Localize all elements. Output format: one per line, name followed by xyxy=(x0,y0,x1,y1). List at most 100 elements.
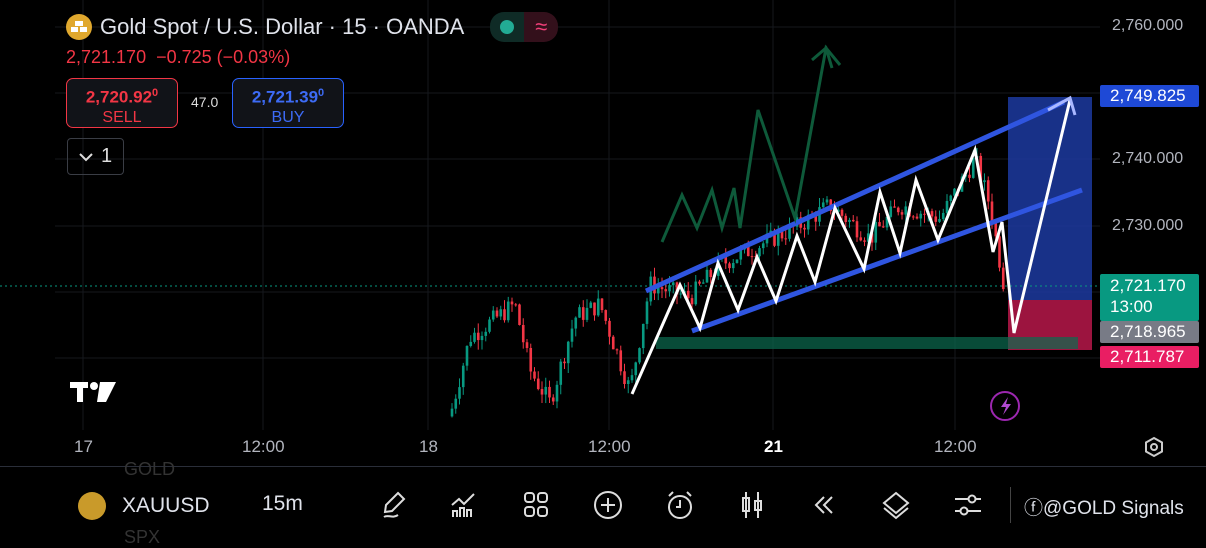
sell-button[interactable]: 2,720.920 SELL xyxy=(66,78,178,128)
symbol-title: Gold Spot / U.S. Dollar · 15 · OANDA xyxy=(100,14,465,39)
candle-body xyxy=(889,206,893,217)
candle-body xyxy=(900,212,904,215)
candle-body xyxy=(690,298,694,305)
candle-body xyxy=(458,387,461,399)
candle-body xyxy=(484,331,488,336)
candle-body xyxy=(911,216,915,218)
candle-body xyxy=(593,302,596,316)
candle-body xyxy=(941,212,945,220)
indicators-button[interactable] xyxy=(448,489,480,521)
sell-label: SELL xyxy=(102,108,142,126)
candle-body xyxy=(469,341,473,346)
channel-upper-line[interactable] xyxy=(644,99,1066,294)
candle-body xyxy=(998,236,1001,268)
candle-body xyxy=(731,262,735,269)
candle-body xyxy=(780,231,784,239)
support-zone[interactable] xyxy=(656,337,1078,349)
candle-body xyxy=(488,319,491,332)
candle-body xyxy=(533,371,536,379)
price-tick: 2,760.000 xyxy=(1112,17,1184,34)
candle-body xyxy=(923,213,926,215)
indicator-count: 1 xyxy=(100,145,113,167)
candle-body xyxy=(735,259,739,263)
prev-symbol[interactable]: GOLD xyxy=(124,459,176,479)
zigzag-drawing[interactable] xyxy=(630,99,1072,395)
timeframe-selector[interactable]: 15m xyxy=(262,492,303,515)
layers-button[interactable] xyxy=(880,489,912,521)
channel-lower-line[interactable] xyxy=(691,187,1083,334)
candle-body xyxy=(874,222,878,243)
divider xyxy=(1010,487,1011,523)
market-status[interactable]: ≈ xyxy=(490,12,559,42)
symbol-selector[interactable]: XAUUSD xyxy=(78,492,210,520)
candle-body xyxy=(878,222,881,227)
candle-body xyxy=(761,243,765,249)
lightning-icon xyxy=(1001,397,1011,415)
candle-body xyxy=(814,214,818,222)
candle-body xyxy=(821,202,825,208)
candle-body xyxy=(540,389,544,395)
candle-body xyxy=(825,199,829,203)
last-price-value: 2,721.170 xyxy=(1110,276,1186,295)
candle-body xyxy=(915,216,919,219)
indicators-icon xyxy=(451,493,475,517)
candle-body xyxy=(619,350,623,372)
candle-body xyxy=(465,345,469,366)
candle-body xyxy=(949,195,953,201)
layouts-icon xyxy=(524,492,548,517)
time-tick: 17 xyxy=(74,437,93,456)
candle-body xyxy=(758,248,761,257)
settings-icon xyxy=(955,494,981,516)
candle-body xyxy=(626,380,630,385)
candle-body xyxy=(971,157,975,178)
buy-label: BUY xyxy=(271,108,305,126)
candle-body xyxy=(480,335,484,341)
gold-icon xyxy=(78,492,106,520)
candle-body xyxy=(990,201,994,224)
candle-body xyxy=(551,397,555,402)
candle-body xyxy=(529,347,533,372)
replay-button[interactable] xyxy=(808,489,840,521)
chart-type-button[interactable] xyxy=(736,489,768,521)
candle-body xyxy=(454,398,458,409)
time-tick: 21 xyxy=(764,437,783,456)
projection-drawing[interactable] xyxy=(660,44,842,243)
time-tick: 12:00 xyxy=(934,437,977,456)
candle-body xyxy=(514,304,518,306)
layouts-button[interactable] xyxy=(520,489,552,521)
candle-body xyxy=(919,213,923,219)
price-chart[interactable] xyxy=(0,0,1206,466)
settings-button[interactable] xyxy=(952,489,984,521)
candle-body xyxy=(893,206,896,208)
indicators-toggle[interactable]: 1 xyxy=(67,138,124,175)
draw-button[interactable] xyxy=(378,489,410,521)
add-icon xyxy=(594,491,622,519)
buy-button[interactable]: 2,721.390 BUY xyxy=(232,78,344,128)
candle-body xyxy=(705,269,709,283)
chart-settings-icon[interactable] xyxy=(1143,436,1165,458)
change-value: −0.725 (−0.03%) xyxy=(156,47,291,67)
next-symbol[interactable]: SPX xyxy=(124,527,161,547)
candle-body xyxy=(934,216,938,222)
candle-body xyxy=(450,408,454,417)
symbol-header[interactable]: Gold Spot / U.S. Dollar · 15 · OANDA ≈ xyxy=(66,12,559,42)
candle-body xyxy=(638,348,641,363)
bottom-toolbar: GOLD SPX XAUUSD 15m ⓕ@GOLD Signals xyxy=(0,459,1206,547)
candle-body xyxy=(881,226,885,228)
price-tick: 2,730.000 xyxy=(1112,217,1184,234)
add-button[interactable] xyxy=(592,489,624,521)
candle-body xyxy=(559,361,563,385)
candle-body xyxy=(645,301,649,324)
buy-price: 2,721.39 xyxy=(251,87,319,107)
candle-body xyxy=(885,216,889,228)
alert-button[interactable] xyxy=(664,489,696,521)
draw-icon xyxy=(383,491,406,518)
event-icon[interactable] xyxy=(990,391,1020,421)
position-target-zone[interactable] xyxy=(1008,97,1092,300)
candle-body xyxy=(694,281,698,305)
candle-body xyxy=(495,310,499,317)
candle-body xyxy=(784,238,788,240)
bar-countdown: 13:00 xyxy=(1110,297,1153,316)
candle-body xyxy=(855,221,859,238)
candle-body xyxy=(686,290,690,299)
